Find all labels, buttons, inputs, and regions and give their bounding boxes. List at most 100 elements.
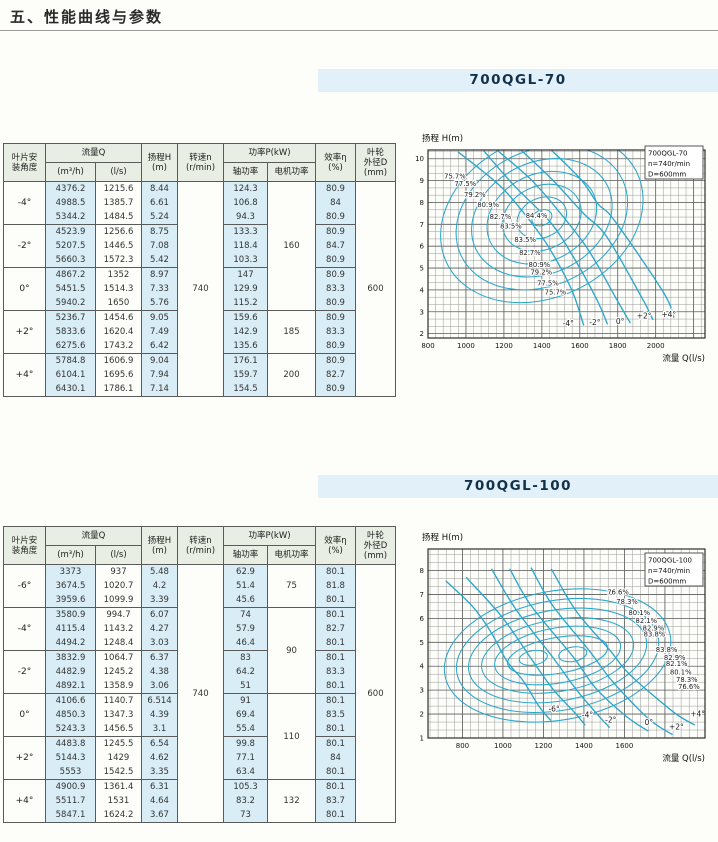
column-header: 扬程H (m)	[141, 143, 178, 182]
blade-angle-label: 0°	[616, 317, 625, 326]
head-cell: 6.31 4.64 3.67	[141, 779, 178, 823]
flow-m3h-cell: 4483.8 5144.3 5553	[45, 736, 96, 780]
impeller-diameter-cell: 600	[355, 181, 396, 397]
head-cell: 9.04 7.94 7.14	[141, 353, 178, 397]
efficiency-cell: 80.1 82.7 80.1	[315, 607, 356, 651]
curve--4°	[457, 151, 585, 326]
head-cell: 8.75 7.08 5.42	[141, 224, 178, 268]
x-tick-label: 800	[421, 342, 434, 350]
shaft-power-cell: 147 129.9 115.2	[223, 267, 268, 311]
efficiency-label: 75.7%	[444, 172, 466, 180]
y-tick-label: 3	[420, 308, 424, 316]
efficiency-label: 83.5%	[514, 236, 536, 244]
head-cell: 6.37 4.38 3.06	[141, 650, 178, 694]
table-row-group: +4° 4900.9 5511.7 5847.1 1361.4 1531 1624.2 6.3…	[3, 779, 396, 823]
head-cell: 6.54 4.62 3.35	[141, 736, 178, 780]
shaft-power-cell: 62.9 51.4 45.6	[223, 564, 268, 608]
blade-angle-label: -4°	[563, 319, 574, 328]
column-header: 电机功率	[267, 545, 316, 565]
column-header: 叶轮 外径D (mm)	[355, 143, 396, 182]
flow-ls-cell: 994.7 1143.2 1248.4	[95, 607, 142, 651]
column-header: 扬程H (m)	[141, 526, 178, 565]
blade-angle-cell: +4°	[3, 353, 46, 397]
curve--6°	[445, 580, 552, 721]
motor-power-cell: 90	[267, 607, 316, 694]
flow-ls-cell: 1256.6 1446.5 1572.3	[95, 224, 142, 268]
efficiency-label: 76.6%	[607, 588, 629, 596]
efficiency-label: 77.5%	[455, 180, 477, 188]
y-tick-label: 8	[420, 199, 424, 207]
column-header: 转速n (r/min)	[177, 143, 224, 182]
efficiency-contours	[440, 150, 644, 304]
y-tick-label: 4	[420, 286, 425, 294]
efficiency-label: 79.2%	[464, 191, 486, 199]
y-tick-label: 2	[420, 711, 424, 719]
y-tick-label: 7	[420, 221, 424, 229]
efficiency-label: 82.9%	[664, 654, 686, 662]
y-tick-label: 10	[415, 155, 424, 163]
shaft-power-cell: 74 57.9 46.4	[223, 607, 268, 651]
curve-+2°	[530, 567, 673, 736]
blade-angle-cell: +2°	[3, 736, 46, 780]
column-header: 功率P(kW)	[223, 526, 316, 546]
y-tick-label: 2	[420, 330, 424, 338]
motor-power-cell: 75	[267, 564, 316, 608]
efficiency-cell: 80.9 83.3 80.9	[315, 267, 356, 311]
flow-ls-cell: 1352 1514.3 1650	[95, 267, 142, 311]
curve-+4°	[550, 150, 675, 318]
curve-0°	[497, 150, 631, 324]
efficiency-label: 80.9%	[477, 201, 499, 209]
efficiency-cell: 80.9 84 80.9	[315, 181, 356, 225]
shaft-power-cell: 99.8 77.1 63.4	[223, 736, 268, 780]
flow-m3h-cell: 3373 3674.5 3959.6	[45, 564, 96, 608]
flow-m3h-cell: 4867.2 5451.5 5940.2	[45, 267, 96, 311]
legend-line: D=600mm	[648, 171, 686, 179]
section-header-700qgl-70: 700QGL-70	[318, 69, 718, 92]
efficiency-cell: 80.9 83.3 80.9	[315, 310, 356, 354]
efficiency-cell: 80.1 84 80.1	[315, 736, 356, 780]
plot-border	[427, 149, 706, 339]
x-tick-label: 1000	[494, 742, 512, 750]
efficiency-label: 83.8%	[656, 646, 678, 654]
flow-ls-cell: 1606.9 1695.6 1786.1	[95, 353, 142, 397]
flow-ls-cell: 1140.7 1347.3 1456.5	[95, 693, 142, 737]
blade-angle-label: +2°	[637, 311, 652, 320]
efficiency-label: 79.2%	[530, 269, 552, 277]
y-tick-label: 5	[420, 265, 424, 273]
shaft-power-cell: 133.3 118.4 103.3	[223, 224, 268, 268]
efficiency-label: 77.5%	[537, 280, 559, 288]
chart-legend: 700QGL-70 n=740r/min D=600mm	[644, 145, 704, 180]
efficiency-label: 82.7%	[490, 213, 512, 221]
flow-ls-cell: 1361.4 1531 1624.2	[95, 779, 142, 823]
y-tick-label: 6	[420, 615, 425, 623]
efficiency-cell: 80.1 83.7 80.1	[315, 779, 356, 823]
legend-line: 700QGL-100	[648, 557, 692, 565]
flow-ls-cell: 1215.6 1385.7 1484.5	[95, 181, 142, 225]
head-cell: 5.48 4.2 3.39	[141, 564, 178, 608]
performance-chart-700qgl-100: 76.6%78.3%80.1%82.1%82.9%83.8%83.8%82.9%…	[420, 532, 707, 764]
curve--2°	[491, 568, 610, 728]
blade-angle-label: -2°	[605, 715, 616, 724]
shaft-power-cell: 176.1 159.7 154.5	[223, 353, 268, 397]
motor-power-cell: 160	[267, 181, 316, 311]
column-header: (m³/h)	[45, 162, 96, 182]
table-row-group: -2° 4523.9 5207.5 5660.3 1256.6 1446.5 1572.3 8…	[3, 224, 396, 268]
efficiency-cell: 80.9 84.7 80.9	[315, 224, 356, 268]
head-flow-curves	[445, 567, 695, 736]
model-name: 700QGL-100	[463, 478, 573, 494]
column-header: 流量Q	[45, 143, 142, 163]
column-header: 电机功率	[267, 162, 316, 182]
legend-line: n=740r/min	[648, 567, 690, 575]
blade-angle-label: +4°	[690, 709, 705, 718]
speed-cell: 740	[177, 181, 224, 397]
curve-+2°	[520, 150, 654, 321]
column-header: 功率P(kW)	[223, 143, 316, 163]
curve--2°	[483, 150, 608, 325]
x-tick-label: 1400	[575, 742, 593, 750]
blade-angle-label: -6°	[548, 705, 559, 714]
column-header: 叶片安 装角度	[3, 526, 46, 565]
speed-cell: 740	[177, 564, 224, 823]
column-header: 效率η (%)	[315, 143, 356, 182]
efficiency-contours	[443, 588, 672, 723]
